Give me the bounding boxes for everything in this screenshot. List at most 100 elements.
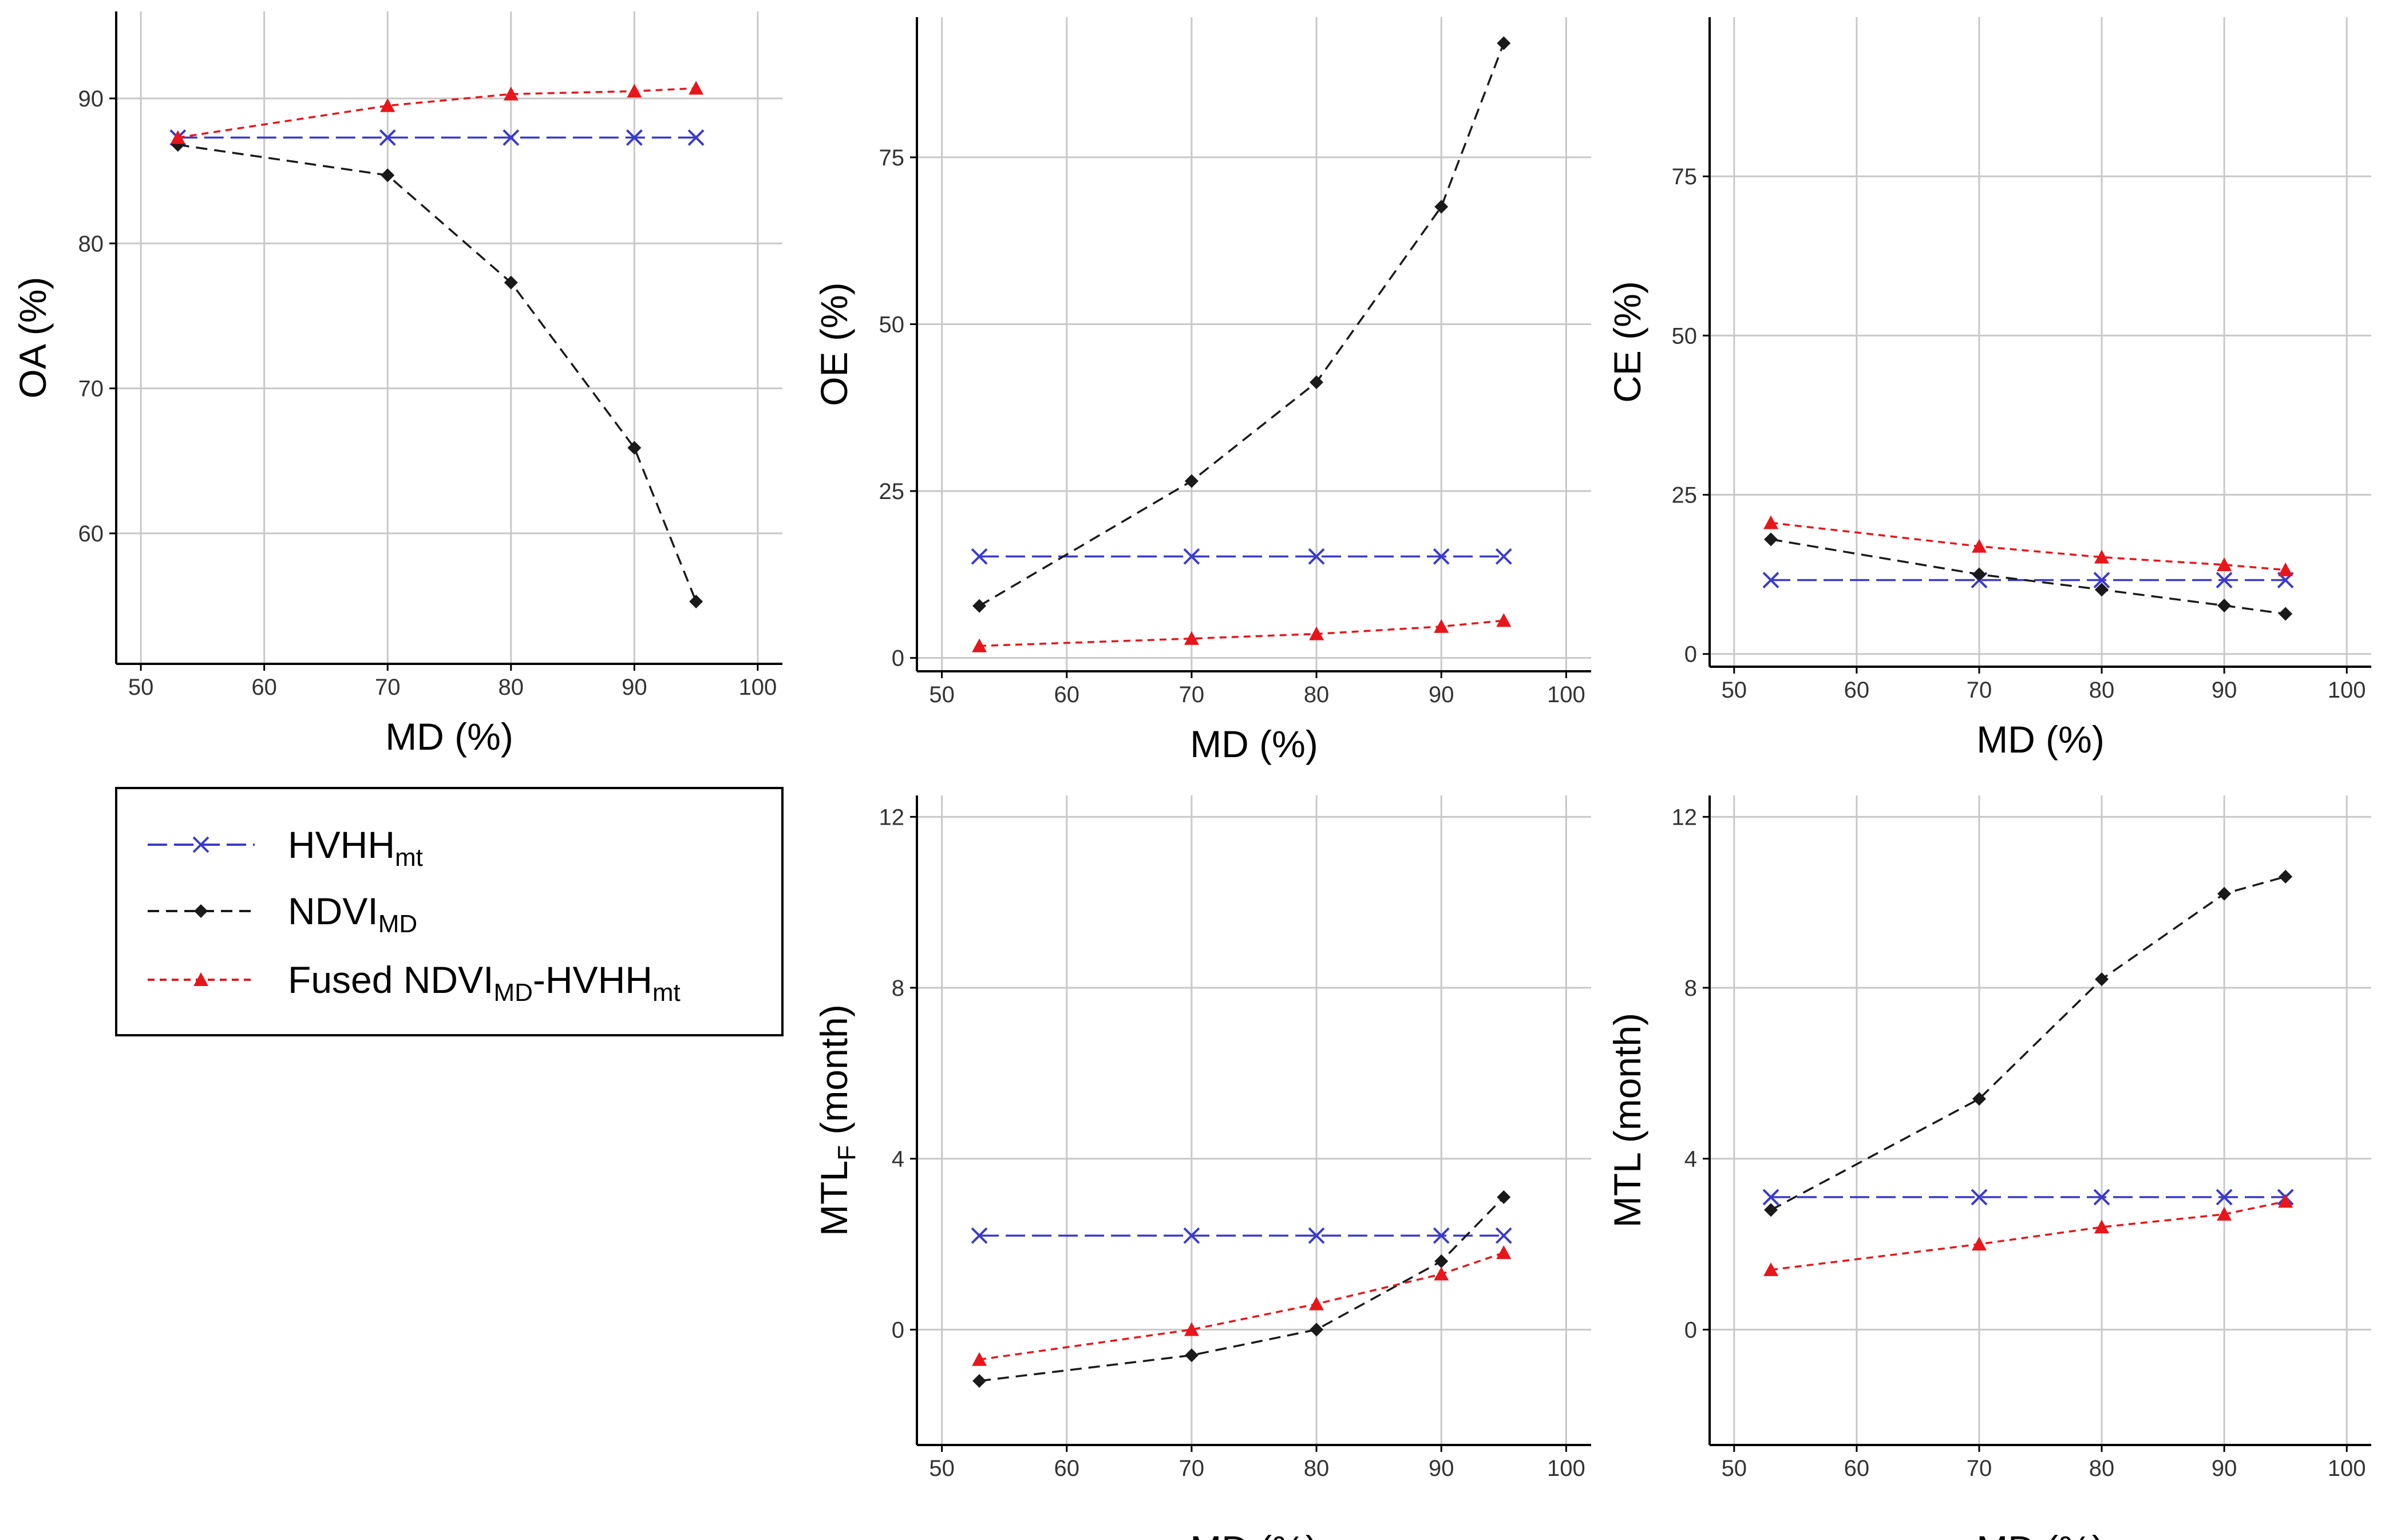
y-tick-label: 50 [879, 312, 905, 338]
point-hvhh [2216, 1189, 2233, 1206]
x-tick-label: 90 [622, 675, 647, 700]
plot-background [1710, 795, 2371, 1445]
legend-swatch-hvhh [148, 836, 255, 853]
x-tick-label: 100 [739, 675, 777, 700]
y-axis-title: MTL (month) [1606, 1013, 1648, 1228]
grid [917, 795, 1591, 1445]
point-fused [2094, 549, 2110, 564]
x-tick-label: 50 [929, 682, 955, 707]
y-tick-label: 0 [892, 646, 904, 671]
x-tick-label: 90 [2212, 1456, 2237, 1481]
y-tick-label: 8 [1684, 976, 1697, 1001]
legend-label-main: NDVI [288, 890, 378, 932]
point-fused [2278, 562, 2293, 576]
x-tick-label: 60 [1844, 678, 1870, 703]
y-tick-label: 80 [78, 231, 104, 256]
point-fused [689, 81, 704, 95]
tick-labels: 50 60 70 80 90 100 0 4 8 12 [1672, 805, 2366, 1481]
legend-swatch-ndvi [148, 904, 255, 918]
grid [917, 17, 1591, 671]
point-fused [503, 86, 519, 101]
point-fused [972, 1352, 987, 1366]
series-group [971, 1190, 1512, 1388]
point-fused [1763, 515, 1779, 529]
point-hvhh [1971, 1189, 1988, 1206]
axes [1703, 17, 2371, 674]
point-fused [170, 130, 185, 144]
x-tick-label: 90 [1429, 682, 1454, 707]
point-hvhh [1183, 548, 1200, 565]
series-group [1762, 515, 2294, 621]
panel-oa: 50 60 70 80 90 100 60 70 80 90 MD (%) OA (%) [11, 11, 782, 758]
point-fused [1184, 631, 1199, 645]
x-tick-label: 60 [1054, 682, 1080, 707]
point-ndvi [1310, 375, 1324, 389]
point-hvhh [1762, 1189, 1779, 1206]
x-tick-label: 100 [1547, 1456, 1585, 1481]
y-tick-label: 25 [879, 479, 905, 504]
y-tick-label: 75 [1672, 164, 1698, 189]
x-axis-title: MD (%) [1190, 723, 1318, 765]
x-axis-title: MD (%) [1976, 718, 2105, 761]
point-ndvi [1764, 1203, 1778, 1217]
x-tick-label: 70 [1967, 1456, 1992, 1481]
legend-label-tail: -HVHH [533, 959, 652, 1001]
axes [1703, 795, 2371, 1452]
x-tick-label: 50 [128, 675, 154, 700]
y-axis-title-main: MTL (month) [1606, 1013, 1648, 1228]
point-hvhh [1308, 548, 1325, 565]
x-tick-label: 100 [2328, 678, 2366, 703]
legend-label-fused: Fused NDVIMD-HVHHmt [288, 959, 681, 1007]
grid [116, 11, 782, 664]
x-tick-label: 60 [251, 675, 277, 700]
series-ndvi [972, 36, 1511, 613]
series-ndvi [1764, 532, 2293, 621]
x-tick-label: 80 [1304, 1456, 1330, 1481]
panel-mtl: 50 60 70 80 90 100 0 4 8 12 MD (%) MTL (month) [1606, 795, 2371, 1540]
point-fused [1496, 613, 1512, 627]
point-hvhh [2093, 572, 2110, 589]
x-axis-title: MD (%) [1190, 1528, 1318, 1540]
legend-label-hvhh: HVHHmt [288, 824, 423, 872]
series-fused [972, 613, 1512, 652]
point-fused [1434, 619, 1449, 633]
axes [910, 17, 1591, 678]
x-tick-label: 70 [1179, 682, 1205, 707]
y-tick-label: 12 [1672, 805, 1698, 830]
point-fused [380, 98, 395, 112]
x-tick-label: 90 [1429, 1456, 1454, 1481]
point-fused [1971, 539, 1987, 553]
point-ndvi [1972, 1092, 1986, 1106]
point-fused [2094, 1220, 2110, 1234]
point-ndvi [381, 168, 395, 183]
point-ndvi [2095, 583, 2109, 597]
legend-label-main: HVHH [288, 824, 395, 866]
y-tick-label: 8 [892, 976, 904, 1001]
legend-label-sub: mt [395, 844, 423, 872]
point-ndvi [2095, 972, 2109, 987]
x-tick-label: 90 [2212, 678, 2237, 703]
point-ndvi [504, 275, 518, 290]
y-tick-label: 0 [892, 1317, 904, 1343]
y-tick-label: 75 [879, 145, 905, 171]
plot-background [917, 17, 1591, 671]
point-ndvi [2217, 599, 2232, 613]
y-axis-title: OE (%) [813, 282, 855, 406]
series-fused [1763, 515, 2293, 576]
point-ndvi [1184, 1348, 1199, 1363]
x-tick-label: 50 [1722, 1456, 1747, 1481]
panel-oe: 50 60 70 80 90 100 0 25 50 75 MD (%) OE (%) [813, 17, 1591, 765]
series-hvhh [971, 548, 1512, 565]
point-fused [1971, 1237, 1987, 1251]
legend-marker-ndvi [194, 904, 208, 918]
point-ndvi [1497, 36, 1511, 50]
point-ndvi [627, 441, 642, 455]
y-axis-title-main: OA (%) [11, 277, 54, 399]
series-group [1762, 869, 2294, 1276]
x-axis-title: MD (%) [1976, 1528, 2105, 1540]
series-line-ndvi [979, 1196, 1505, 1382]
point-fused [1434, 1266, 1449, 1281]
point-fused [1184, 1322, 1199, 1336]
point-hvhh [1308, 1227, 1325, 1244]
